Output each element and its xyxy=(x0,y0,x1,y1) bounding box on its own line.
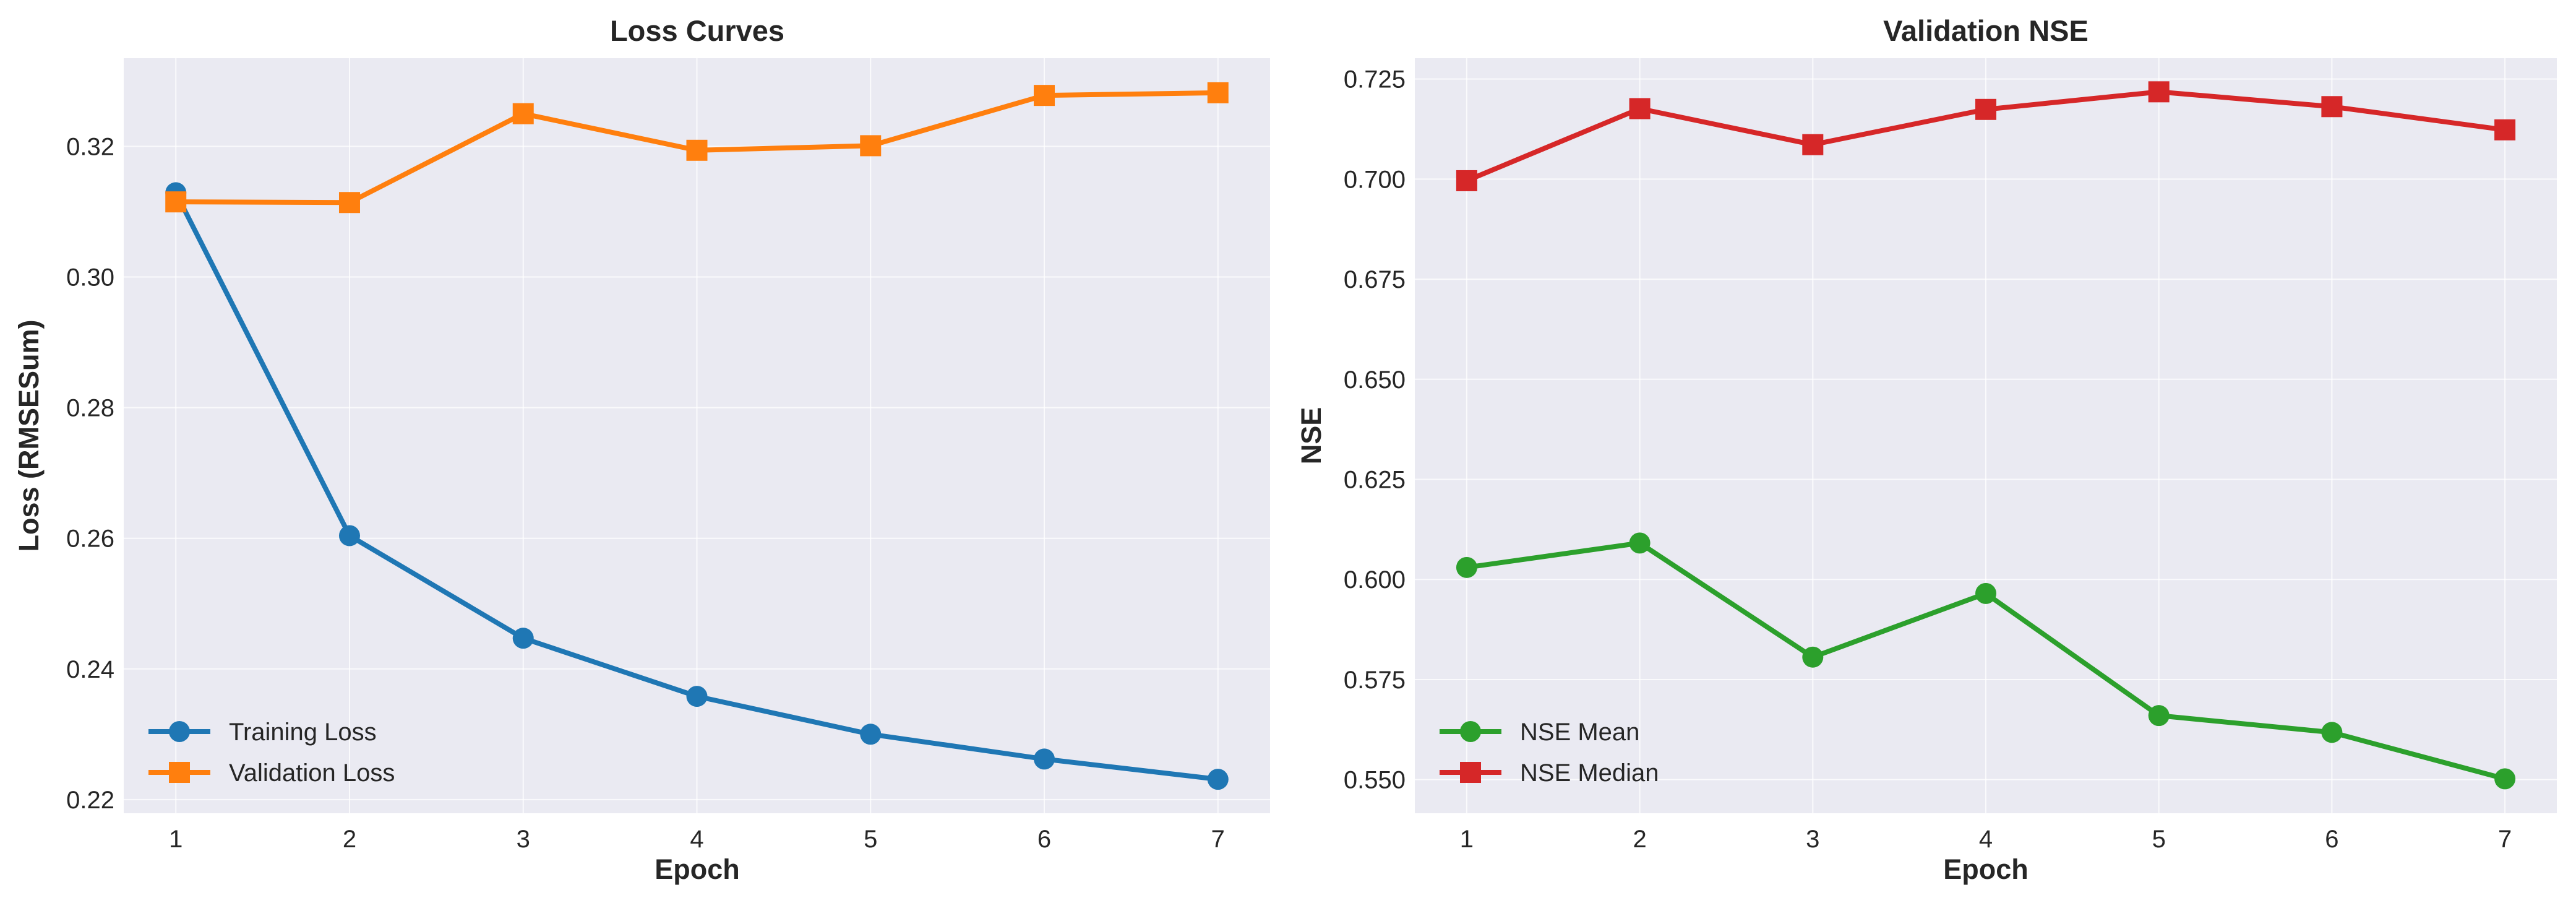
chart-title: Validation NSE xyxy=(1883,14,2089,47)
data-point xyxy=(1975,98,1996,120)
y-tick-label: 0.625 xyxy=(1344,467,1406,494)
legend-label: NSE Median xyxy=(1520,759,1659,787)
x-tick-label: 4 xyxy=(1979,826,1993,853)
data-point xyxy=(1456,556,1477,578)
x-tick-label: 5 xyxy=(2152,826,2166,853)
chart-title: Loss Curves xyxy=(610,14,784,47)
data-point xyxy=(1802,134,1824,155)
data-point xyxy=(860,135,882,157)
y-tick-label: 0.24 xyxy=(66,656,114,683)
data-point xyxy=(1207,82,1229,103)
data-point xyxy=(2148,705,2170,727)
legend-label: Training Loss xyxy=(229,719,377,746)
validation-nse-panel: Validation NSE Epoch NSE 1 2 3 4 5 6 7 0.550 0.5… xyxy=(1295,14,2557,885)
data-point xyxy=(512,628,534,649)
x-tick-label: 2 xyxy=(343,826,356,853)
data-point xyxy=(1975,582,1996,604)
y-tick-label: 0.32 xyxy=(66,133,114,160)
data-point xyxy=(1629,98,1651,119)
loss-curves-panel: Loss Curves Epoch Loss (RMSESum) 1 2 3 4 5 6 7… xyxy=(13,14,1270,885)
data-point xyxy=(1034,748,1055,770)
data-point xyxy=(1034,85,1055,106)
data-point xyxy=(1207,769,1229,790)
y-tick-label: 0.575 xyxy=(1344,667,1406,694)
y-tick-label: 0.650 xyxy=(1344,366,1406,394)
x-tick-label: 1 xyxy=(1460,826,1474,853)
y-tick-label: 0.26 xyxy=(66,525,114,553)
legend-marker xyxy=(169,762,190,783)
x-axis-label: Epoch xyxy=(655,853,740,885)
data-point xyxy=(1802,646,1824,668)
data-point xyxy=(686,686,708,707)
x-tick-label: 7 xyxy=(1211,826,1225,853)
x-tick-label: 6 xyxy=(2325,826,2338,853)
data-point xyxy=(2148,81,2170,103)
y-tick-label: 0.675 xyxy=(1344,266,1406,293)
x-tick-label: 7 xyxy=(2498,826,2512,853)
x-tick-label: 1 xyxy=(169,826,182,853)
x-tick-label: 2 xyxy=(1633,826,1646,853)
x-tick-label: 3 xyxy=(517,826,530,853)
y-tick-label: 0.28 xyxy=(66,395,114,422)
data-point xyxy=(338,192,360,214)
data-point xyxy=(165,191,187,213)
y-tick-label: 0.725 xyxy=(1344,66,1406,93)
data-point xyxy=(1629,532,1651,554)
data-point xyxy=(1456,170,1477,191)
x-axis-label: Epoch xyxy=(1943,853,2029,885)
data-point xyxy=(338,525,360,547)
legend-label: NSE Mean xyxy=(1520,719,1639,746)
y-tick-label: 0.700 xyxy=(1344,166,1406,193)
legend-marker xyxy=(1460,721,1481,742)
y-axis-label: NSE xyxy=(1295,407,1327,465)
legend-marker xyxy=(169,721,190,742)
y-tick-label: 0.30 xyxy=(66,264,114,292)
y-tick-label: 0.550 xyxy=(1344,767,1406,794)
data-point xyxy=(512,103,534,124)
data-point xyxy=(2321,722,2343,743)
data-point xyxy=(2321,96,2343,118)
legend-label: Validation Loss xyxy=(229,759,395,787)
y-tick-label: 0.22 xyxy=(66,787,114,814)
y-tick-label: 0.600 xyxy=(1344,566,1406,594)
data-point xyxy=(2494,119,2516,140)
data-point xyxy=(860,724,882,745)
data-point xyxy=(686,139,708,161)
x-tick-label: 4 xyxy=(690,826,703,853)
legend-marker xyxy=(1460,762,1481,783)
x-tick-label: 3 xyxy=(1806,826,1819,853)
y-axis-label: Loss (RMSESum) xyxy=(13,319,45,551)
x-tick-label: 6 xyxy=(1037,826,1051,853)
data-point xyxy=(2494,768,2516,790)
x-tick-label: 5 xyxy=(864,826,877,853)
